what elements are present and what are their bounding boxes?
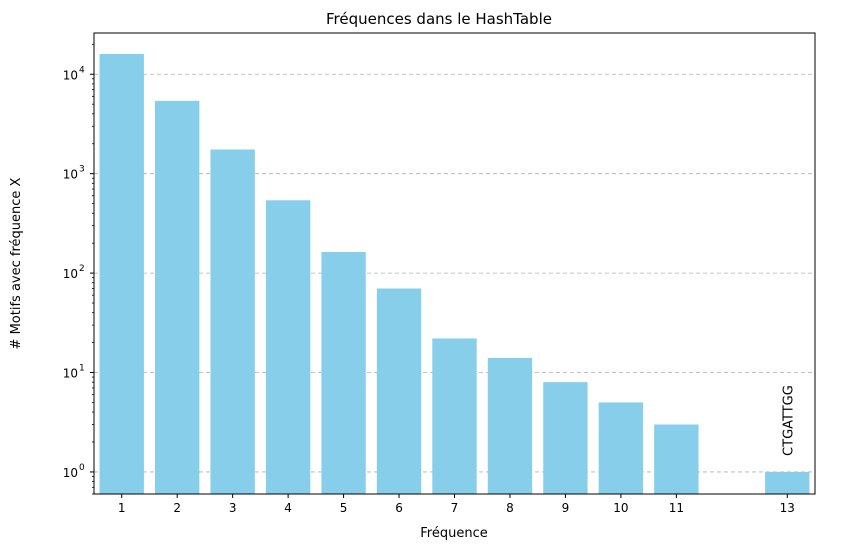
x-tick-label: 3 (229, 501, 237, 515)
y-tick-label: 10 (63, 68, 78, 82)
y-tick-exponent: 3 (79, 165, 85, 175)
x-tick-label: 4 (284, 501, 292, 515)
y-tick-exponent: 2 (79, 264, 85, 274)
bar (543, 382, 588, 494)
x-tick-label: 6 (395, 501, 403, 515)
x-tick-label: 13 (780, 501, 795, 515)
annotations: CTGATTGG (781, 385, 796, 456)
x-tick-label: 2 (173, 501, 181, 515)
bar (210, 149, 255, 494)
y-tick-label: 10 (63, 367, 78, 381)
chart-title: Fréquences dans le HashTable (326, 10, 552, 28)
bar (487, 357, 533, 494)
bars (99, 53, 810, 495)
bar (598, 402, 644, 494)
x-axis-ticks: 1 2 3 4 5 6 7 8 9 10 11 13 (118, 494, 795, 515)
bar (654, 424, 699, 494)
x-tick-label: 11 (669, 501, 684, 515)
bar (432, 338, 477, 494)
y-tick-exponent: 1 (79, 364, 85, 374)
y-tick-exponent: 4 (79, 65, 85, 75)
y-tick-label: 10 (63, 267, 78, 281)
x-tick-label: 9 (562, 501, 570, 515)
bar (155, 100, 200, 495)
y-tick-label: 10 (63, 168, 78, 182)
bar (376, 288, 422, 494)
x-tick-label: 5 (340, 501, 348, 515)
y-tick-exponent: 0 (79, 463, 85, 473)
x-tick-label: 10 (613, 501, 628, 515)
x-tick-label: 1 (118, 501, 126, 515)
bar (321, 252, 366, 494)
x-tick-label: 7 (451, 501, 459, 515)
y-axis-label: # Motifs avec fréquence X (9, 177, 24, 349)
x-axis-label: Fréquence (420, 526, 487, 541)
bar (99, 53, 144, 494)
bar (265, 200, 311, 494)
bar (765, 471, 810, 494)
y-tick-label: 10 (63, 466, 78, 480)
bar-annotation: CTGATTGG (781, 385, 796, 456)
x-tick-label: 8 (506, 501, 514, 515)
